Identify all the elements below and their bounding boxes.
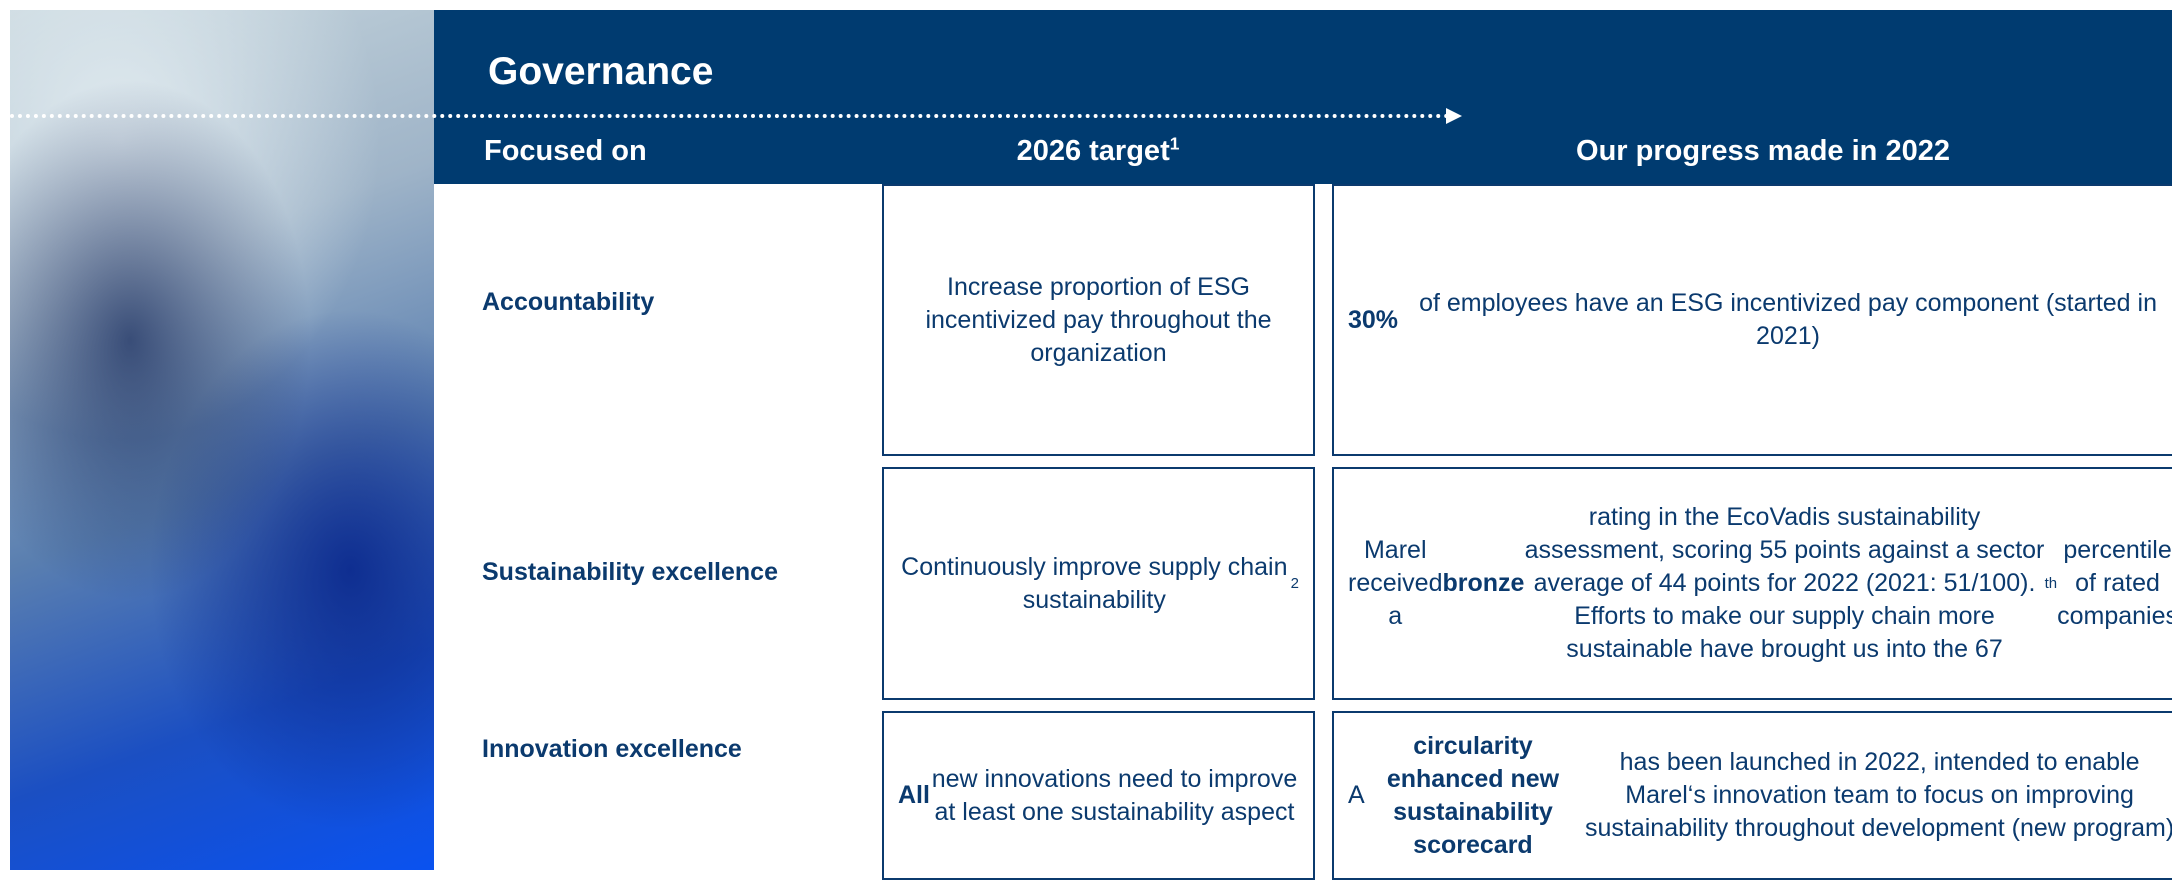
row-label: Innovation excellence [482,735,742,763]
text-segment: Focused on [484,135,647,167]
title: Governance [488,50,714,93]
arrow-head [1446,108,1462,124]
text-segment: 30% [1348,305,1399,334]
dotted-line [10,114,1450,118]
text-segment: circularity enhanced new sustainability … [1386,731,1560,859]
text-segment: rating in the EcoVadis sustainability as… [1524,503,2045,663]
text-segment: A [1348,781,1365,809]
progress-cell: A circularity enhanced new sustainabilit… [1332,711,2172,880]
text-segment: All [898,781,930,809]
progress-cell: 30% of employees have an ESG incentivize… [1332,184,2172,456]
text-segment: Marel received a [1348,536,1443,630]
photo [10,10,434,870]
text-segment: bronze [1442,569,1525,597]
text-segment: Our progress made in 2022 [1576,135,1950,167]
text-segment: of employees have an ESG incentivized pa… [1419,289,2157,350]
column-header: 2026 target1 [882,135,1314,168]
text-segment: new innovations need to improve at least… [931,764,1298,826]
row-label: Sustainability excellence [482,558,778,586]
row-label: Accountability [482,288,655,316]
text-segment: Increase proportion of ESG incentivized … [925,272,1272,367]
column-header: Our progress made in 2022 [1332,135,2172,168]
text-segment: percentile of rated companies [2057,536,2172,630]
target-cell: Continuously improve supply chain sustai… [882,467,1315,700]
column-header: Focused on [484,135,647,168]
text-segment: Continuously improve supply chain sustai… [901,552,1288,614]
text-segment: has been launched in 2022, intended to e… [1584,748,2172,842]
text-segment: 2026 target [1016,135,1170,167]
target-cell: Increase proportion of ESG incentivized … [882,184,1315,456]
target-cell: All new innovations need to improve at l… [882,711,1315,880]
header-bar [434,10,2172,184]
text-segment: 1 [1169,133,1180,154]
progress-cell: Marel received a bronze rating in the Ec… [1332,467,2172,700]
